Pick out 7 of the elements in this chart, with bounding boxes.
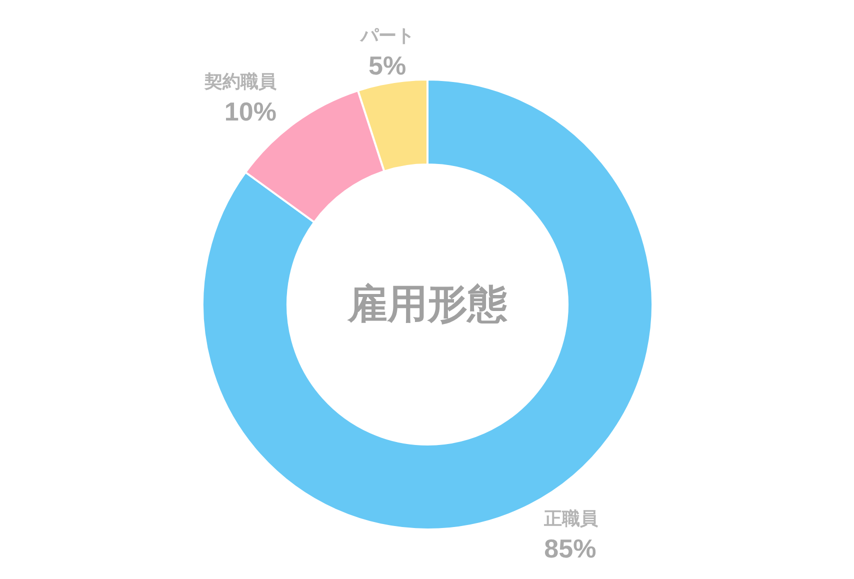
slice-label: 契約職員: [203, 72, 278, 93]
data-label: 5%: [368, 50, 406, 81]
data-label: 10%: [224, 96, 276, 127]
data-label: 85%: [544, 533, 596, 564]
slice-label: パート: [359, 26, 414, 47]
slice-label: 正職員: [543, 508, 600, 530]
text: 雇用形態: [346, 282, 508, 328]
